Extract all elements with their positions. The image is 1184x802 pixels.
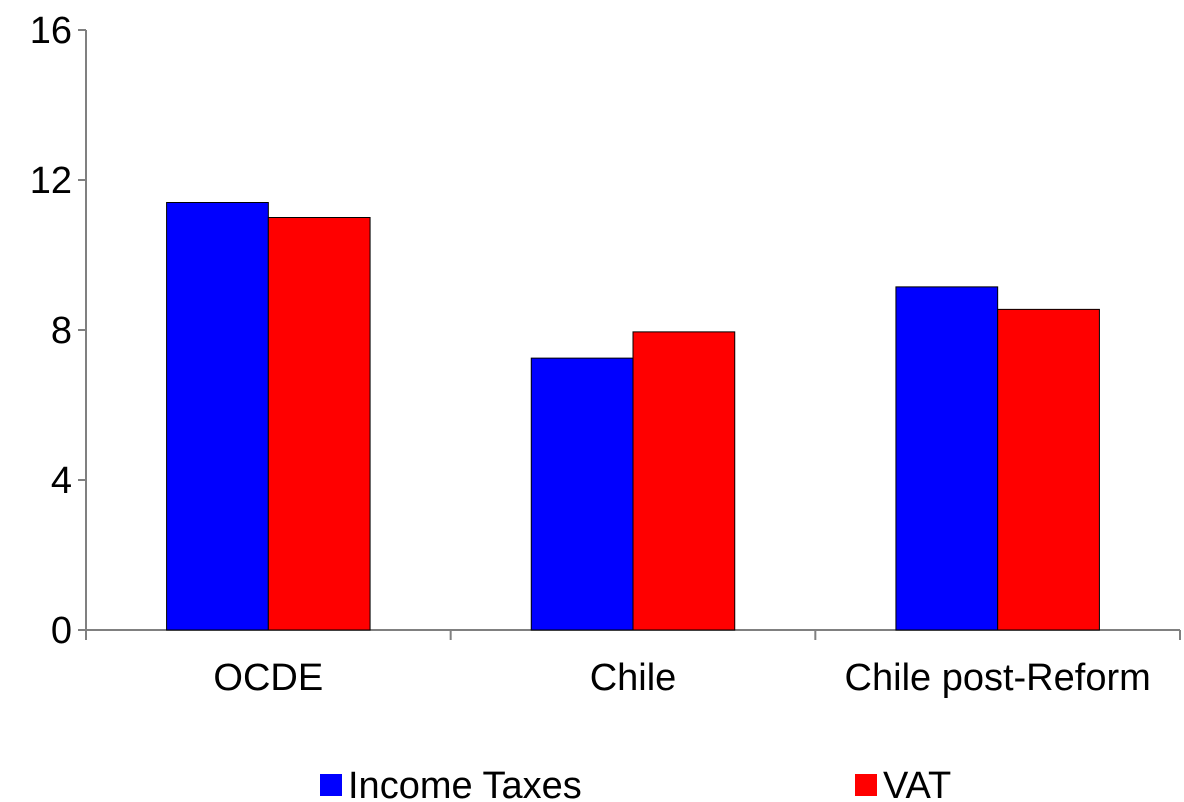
bar-income-taxes — [530, 357, 634, 631]
category-label: Chile post-Reform — [845, 657, 1151, 699]
y-tick-label: 16 — [30, 10, 72, 52]
y-tick-label: 12 — [30, 160, 72, 202]
y-axis: 0 4 8 12 16 — [30, 10, 87, 652]
category-label: OCDE — [213, 657, 323, 699]
bar-income-taxes — [166, 202, 269, 631]
x-axis — [85, 629, 1181, 640]
legend-swatch-vat — [855, 774, 877, 796]
bars — [166, 202, 1100, 631]
legend: Income Taxes VAT — [320, 765, 951, 802]
y-tick-label: 4 — [51, 460, 72, 502]
bar-vat — [997, 308, 1100, 631]
legend-swatch-income-taxes — [320, 774, 342, 796]
bar-income-taxes — [895, 286, 999, 631]
y-tick-label: 8 — [51, 310, 72, 352]
legend-label-income-taxes: Income Taxes — [348, 765, 582, 802]
category-label: Chile — [590, 657, 677, 699]
category-labels: OCDE Chile Chile post-Reform — [213, 657, 1150, 699]
bar-vat — [267, 217, 371, 631]
bar-vat — [632, 331, 736, 631]
legend-label-vat: VAT — [883, 765, 951, 802]
y-tick-label: 0 — [51, 610, 72, 652]
